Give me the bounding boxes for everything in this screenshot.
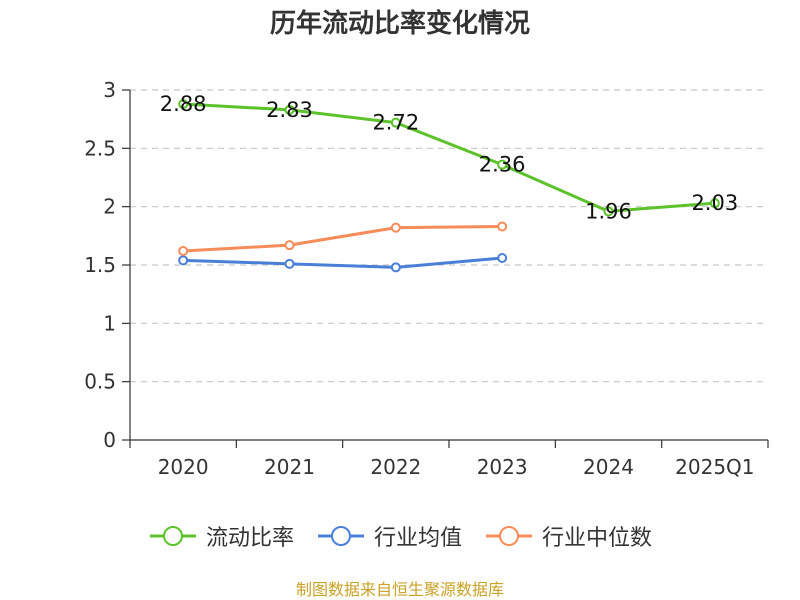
y-tick-label: 0 <box>103 428 116 452</box>
data-point <box>178 99 189 109</box>
x-tick-label: 2020 <box>158 455 209 479</box>
legend-label: 行业均值 <box>373 526 462 551</box>
data-label: 2.03 <box>691 191 738 215</box>
data-point <box>390 262 401 273</box>
y-tick-label: 0.5 <box>84 370 116 394</box>
data-point <box>603 206 614 217</box>
legend-item-0[interactable]: 流动比率 <box>148 520 294 552</box>
source-note: 制图数据来自恒生聚源数据库 <box>295 580 504 599</box>
legend-swatch <box>317 526 364 546</box>
x-tick-label: 2024 <box>583 455 634 479</box>
y-tick-label: 1 <box>103 311 116 335</box>
data-point <box>284 104 295 115</box>
y-tick-label: 2.5 <box>84 136 116 160</box>
series-line-0 <box>183 102 715 213</box>
chart-title: 历年流动比率变化情况 <box>269 9 530 39</box>
axes: 0 0.5 1 1.5 2 2.5 3 2020 2021 2022 2023 2024 2025Q1 <box>84 78 769 479</box>
data-point <box>497 159 508 170</box>
x-tick-label: 2023 <box>477 455 528 479</box>
x-tick-label: 2025Q1 <box>675 455 754 479</box>
y-tick-label: 3 <box>103 78 116 102</box>
data-label: 2.83 <box>266 98 313 122</box>
data-label: 2.72 <box>372 111 419 135</box>
y-tick-label: 2 <box>103 195 116 219</box>
data-point <box>284 240 295 251</box>
data-point <box>709 198 720 209</box>
series-line-1 <box>183 256 503 269</box>
data-label: 2.88 <box>160 92 207 116</box>
data-point <box>178 255 189 266</box>
series-line-2 <box>183 225 503 253</box>
legend-item-2[interactable]: 行业中位数 <box>484 520 652 552</box>
data-point <box>284 258 295 269</box>
legend-swatch <box>486 526 532 546</box>
data-label: 1.96 <box>585 199 632 223</box>
data-point <box>497 253 508 263</box>
data-point <box>178 246 189 256</box>
legend-item-1[interactable]: 行业均值 <box>316 520 462 552</box>
data-point <box>390 222 401 233</box>
grid-lines <box>130 89 768 383</box>
data-label: 2.36 <box>479 153 526 177</box>
y-tick-label: 1.5 <box>84 253 116 277</box>
x-tick-label: 2021 <box>264 455 315 479</box>
data-point <box>497 221 508 232</box>
legend-label: 流动比率 <box>205 526 294 551</box>
data-labels: 2.88 2.83 2.72 2.36 1.96 2.03 <box>160 92 738 223</box>
x-tick-label: 2022 <box>370 455 421 479</box>
data-point <box>390 117 401 128</box>
legend-swatch <box>149 526 196 546</box>
legend: 流动比率 行业均值 行业中位数 <box>0 520 800 552</box>
series-lines <box>178 99 720 273</box>
legend-label: 行业中位数 <box>542 526 653 551</box>
